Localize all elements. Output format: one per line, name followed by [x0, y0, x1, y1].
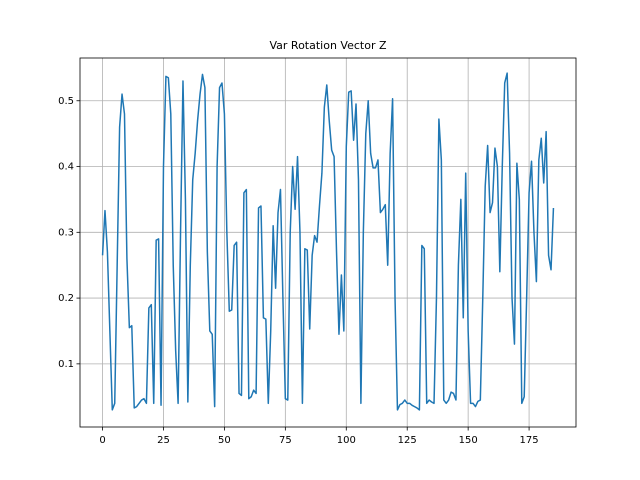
x-tick-label: 175 — [520, 435, 539, 446]
plot-frame — [79, 57, 577, 428]
x-tick-label: 125 — [398, 435, 417, 446]
y-tick-label: 0.5 — [58, 96, 74, 107]
x-tick-label: 75 — [279, 435, 292, 446]
x-tick-label: 100 — [337, 435, 356, 446]
x-tick-label: 150 — [459, 435, 478, 446]
y-tick-label: 0.4 — [58, 162, 74, 173]
data-line — [101, 72, 555, 411]
y-tick-label: 0.2 — [58, 293, 74, 304]
x-tick-label: 50 — [218, 435, 231, 446]
chart-title: Var Rotation Vector Z — [269, 39, 386, 52]
x-tick-label: 25 — [157, 435, 170, 446]
y-tick-label: 0.1 — [58, 359, 74, 370]
x-tick-label: 0 — [99, 435, 105, 446]
y-tick-label: 0.3 — [58, 227, 74, 238]
